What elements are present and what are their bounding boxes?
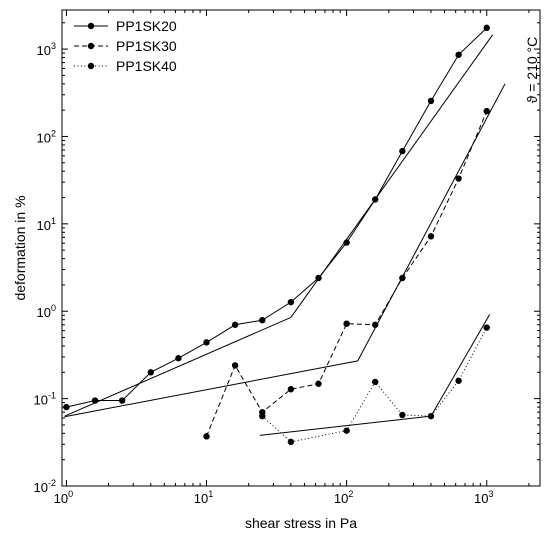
data-point <box>203 339 210 346</box>
data-point <box>372 378 379 386</box>
legend-marker <box>87 22 95 30</box>
data-point <box>259 316 266 324</box>
series-line <box>206 110 488 437</box>
fit-line <box>64 316 292 417</box>
y-tick-label: 10-1 <box>34 391 56 408</box>
data-point <box>343 427 350 434</box>
data-point <box>372 196 379 203</box>
data-point <box>455 51 462 58</box>
data-point <box>118 397 126 404</box>
data-point <box>427 412 435 420</box>
x-axis-title: shear stress in Pa <box>245 515 357 531</box>
data-point <box>483 107 490 115</box>
data-point <box>427 233 435 240</box>
fit-line <box>64 360 358 418</box>
data-point <box>287 386 295 393</box>
data-point <box>399 147 406 155</box>
data-point <box>372 321 379 328</box>
legend-marker <box>87 62 95 70</box>
data-point <box>147 369 154 376</box>
data-point <box>175 355 182 362</box>
y-axis-title: deformation in % <box>12 195 28 300</box>
legend: PP1SK20 PP1SK30 PP1SK40 <box>74 18 177 74</box>
data-point <box>259 412 266 420</box>
y-tick-label: 103 <box>37 41 56 58</box>
fit-line <box>430 314 491 417</box>
data-point <box>203 433 210 440</box>
data-point <box>483 324 490 331</box>
series-layer <box>63 24 490 446</box>
data-point <box>455 377 462 384</box>
y-tick-label: 101 <box>37 216 56 233</box>
fit-lines-layer <box>64 34 506 436</box>
data-point <box>231 321 239 328</box>
data-point <box>287 298 295 306</box>
legend-marker <box>87 42 95 50</box>
data-point <box>455 175 462 182</box>
x-tick-label: 101 <box>194 489 213 506</box>
x-tick-label: 102 <box>334 489 353 506</box>
x-tick-label: 103 <box>474 489 493 506</box>
legend-label: PP1SK40 <box>116 58 177 74</box>
data-point <box>483 24 490 32</box>
data-point <box>315 274 322 282</box>
data-point <box>287 438 295 446</box>
data-point <box>231 362 239 369</box>
ticks-layer: 100 101 102 103 10-2 10-1 100 101 102 103 <box>34 10 540 506</box>
data-point <box>399 274 406 282</box>
data-point <box>63 403 70 411</box>
temperature-annotation: ϑ = 210 °C <box>524 37 540 104</box>
y-tick-label: 10-2 <box>34 478 56 495</box>
y-tick-label: 102 <box>37 128 56 145</box>
data-point <box>343 239 350 246</box>
plot-frame <box>61 9 541 487</box>
data-point <box>399 411 406 419</box>
legend-label: PP1SK20 <box>116 18 177 34</box>
y-tick-label: 100 <box>37 303 56 320</box>
x-tick-label: 100 <box>54 489 73 506</box>
data-point <box>427 97 435 105</box>
legend-label: PP1SK30 <box>116 38 177 54</box>
data-point <box>315 380 322 387</box>
fit-line <box>259 415 432 436</box>
data-point <box>91 397 99 404</box>
fit-line <box>357 83 506 362</box>
data-point <box>343 320 350 327</box>
series-line <box>66 27 488 408</box>
